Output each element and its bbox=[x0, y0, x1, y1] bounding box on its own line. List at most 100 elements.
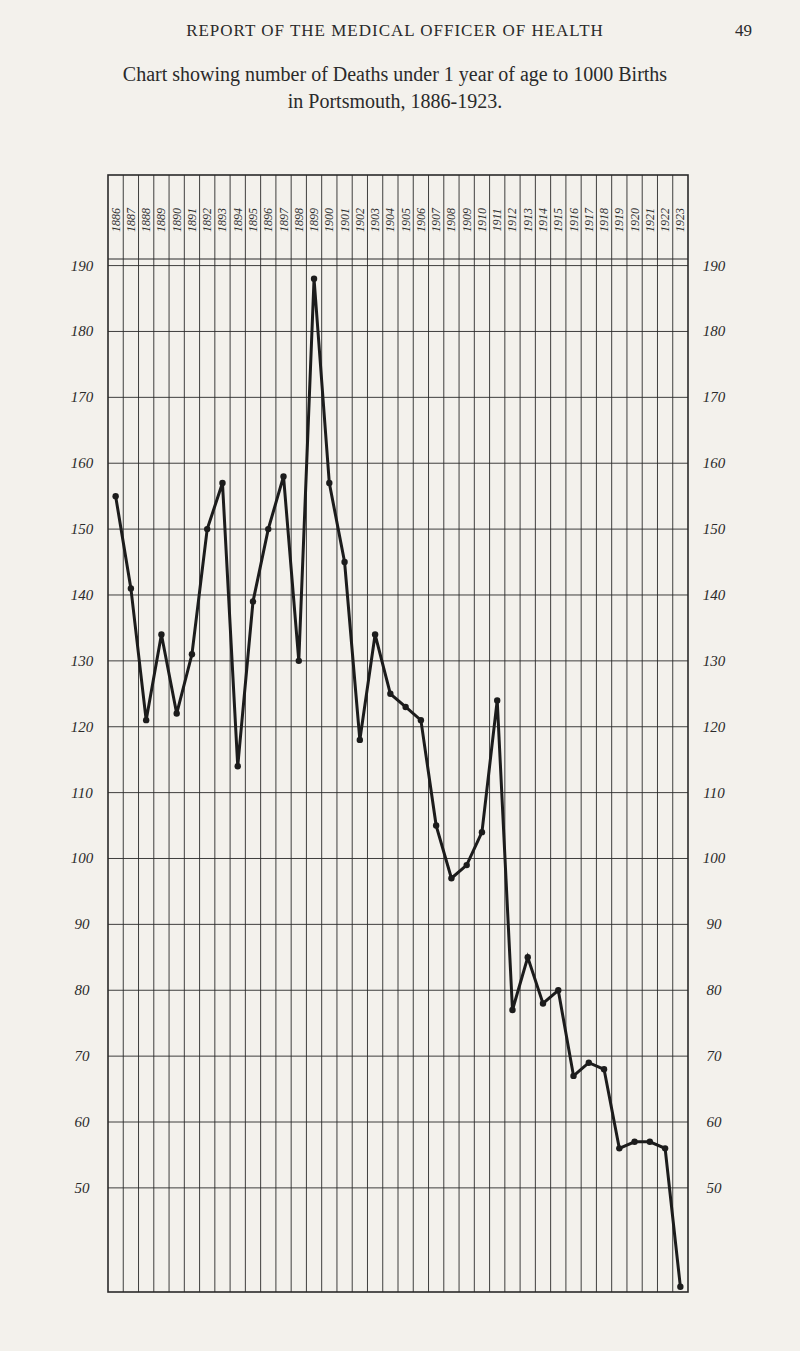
column-line bbox=[489, 175, 490, 1292]
grid-line bbox=[108, 265, 688, 266]
data-point bbox=[586, 1060, 592, 1066]
data-point bbox=[296, 658, 302, 664]
year-label: 1909 bbox=[460, 208, 474, 232]
y-tick-label: 140 bbox=[71, 587, 94, 603]
year-label: 1912 bbox=[505, 208, 519, 232]
y-tick-label: 150 bbox=[703, 521, 726, 537]
year-label: 1902 bbox=[353, 208, 367, 232]
column-line bbox=[153, 175, 154, 1292]
column-line bbox=[657, 175, 658, 1292]
column-line bbox=[642, 175, 643, 1292]
year-label: 1914 bbox=[536, 208, 550, 232]
data-point bbox=[647, 1139, 653, 1145]
year-label: 1892 bbox=[200, 208, 214, 232]
grid-line bbox=[108, 792, 688, 793]
data-point bbox=[280, 473, 286, 479]
data-point bbox=[128, 585, 134, 591]
year-label: 1910 bbox=[475, 208, 489, 232]
year-label: 1887 bbox=[124, 207, 138, 232]
year-label: 1906 bbox=[414, 208, 428, 232]
y-tick-label: 160 bbox=[703, 455, 726, 471]
data-point bbox=[433, 822, 439, 828]
data-point bbox=[112, 493, 118, 499]
subtitle: in Portsmouth, 1886-1923. bbox=[288, 90, 502, 112]
year-label: 1899 bbox=[307, 208, 321, 232]
data-point bbox=[616, 1145, 622, 1151]
grid-line bbox=[108, 397, 688, 398]
column-line bbox=[474, 175, 475, 1292]
column-line bbox=[199, 175, 200, 1292]
grid-line bbox=[108, 463, 688, 464]
grid-line bbox=[108, 529, 688, 530]
y-tick-label: 90 bbox=[75, 916, 91, 932]
column-line bbox=[535, 175, 536, 1292]
grid-line bbox=[108, 1122, 688, 1123]
year-label: 1919 bbox=[612, 208, 626, 232]
y-tick-label: 190 bbox=[71, 258, 94, 274]
year-label: 1889 bbox=[154, 208, 168, 232]
column-line bbox=[413, 175, 414, 1292]
y-tick-label: 80 bbox=[707, 982, 723, 998]
data-point bbox=[509, 1007, 515, 1013]
year-label: 1893 bbox=[215, 208, 229, 232]
data-point bbox=[235, 763, 241, 769]
data-point bbox=[158, 631, 164, 637]
column-line bbox=[672, 175, 673, 1292]
column-line bbox=[306, 175, 307, 1292]
column-line bbox=[626, 175, 627, 1292]
year-label: 1888 bbox=[139, 208, 153, 232]
y-tick-label: 100 bbox=[703, 850, 726, 866]
data-point bbox=[372, 631, 378, 637]
year-label: 1886 bbox=[109, 208, 123, 232]
year-label: 1904 bbox=[383, 208, 397, 232]
year-label: 1907 bbox=[429, 207, 443, 232]
year-label: 1905 bbox=[399, 208, 413, 232]
column-line bbox=[550, 175, 551, 1292]
y-tick-label: 180 bbox=[71, 323, 94, 339]
column-line bbox=[428, 175, 429, 1292]
year-label: 1916 bbox=[567, 208, 581, 232]
data-point bbox=[219, 480, 225, 486]
data-point bbox=[631, 1139, 637, 1145]
running-head: REPORT OF THE MEDICAL OFFICER OF HEALTH bbox=[186, 21, 604, 40]
year-label: 1908 bbox=[444, 208, 458, 232]
grid-line bbox=[108, 1056, 688, 1057]
y-tick-label: 80 bbox=[75, 982, 91, 998]
data-point bbox=[525, 954, 531, 960]
data-point bbox=[418, 717, 424, 723]
grid-line bbox=[108, 726, 688, 727]
column-line bbox=[123, 175, 124, 1292]
data-point bbox=[479, 829, 485, 835]
y-tick-label: 100 bbox=[71, 850, 94, 866]
chart: 1886188718881889189018911892189318941895… bbox=[71, 175, 726, 1292]
year-label: 1913 bbox=[521, 208, 535, 232]
title: Chart showing number of Deaths under 1 y… bbox=[123, 63, 668, 86]
data-point bbox=[311, 276, 317, 282]
data-point bbox=[204, 526, 210, 532]
column-line bbox=[565, 175, 566, 1292]
data-point bbox=[402, 704, 408, 710]
year-label: 1921 bbox=[643, 208, 657, 232]
data-point bbox=[601, 1066, 607, 1072]
column-line bbox=[275, 175, 276, 1292]
data-point bbox=[341, 559, 347, 565]
frame bbox=[108, 175, 688, 1292]
column-line bbox=[352, 175, 353, 1292]
column-line bbox=[596, 175, 597, 1292]
column-line bbox=[443, 175, 444, 1292]
year-label: 1894 bbox=[231, 208, 245, 232]
grid-line bbox=[108, 858, 688, 859]
data-point bbox=[662, 1145, 668, 1151]
y-tick-label: 50 bbox=[75, 1180, 91, 1196]
column-line bbox=[291, 175, 292, 1292]
column-line bbox=[260, 175, 261, 1292]
column-line bbox=[245, 175, 246, 1292]
column-line bbox=[230, 175, 231, 1292]
data-point bbox=[265, 526, 271, 532]
grid-line bbox=[108, 990, 688, 991]
year-label: 1890 bbox=[170, 208, 184, 232]
year-label: 1920 bbox=[628, 208, 642, 232]
year-label: 1897 bbox=[277, 207, 291, 232]
column-line bbox=[459, 175, 460, 1292]
y-tick-label: 120 bbox=[703, 719, 726, 735]
